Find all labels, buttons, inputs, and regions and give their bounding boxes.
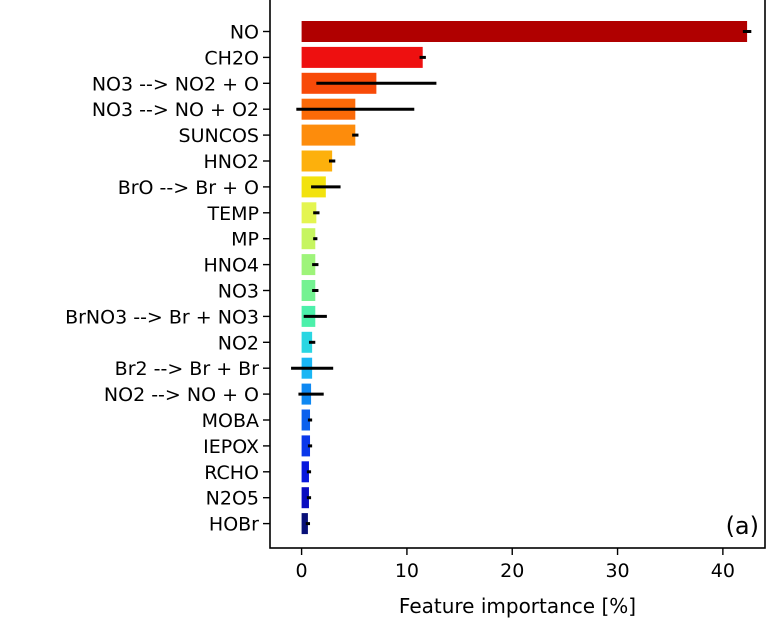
bar-n2o5 <box>301 487 309 509</box>
bar-no2 <box>301 331 313 353</box>
y-tick-label: IEPOX <box>203 436 259 458</box>
x-tick-label: 10 <box>395 560 419 582</box>
y-tick-labels: NO CH2O NO3 --> NO2 + O NO3 --> NO + O2 SUNC… <box>65 22 270 536</box>
x-tick-label: 30 <box>605 560 629 582</box>
x-axis-title: Feature importance [%] <box>399 594 636 618</box>
y-tick-label: NO <box>230 22 259 44</box>
y-tick-label: RCHO <box>204 462 259 484</box>
bar-moba <box>301 409 311 431</box>
y-tick-label: SUNCOS <box>179 125 259 147</box>
y-tick-label: HNO4 <box>203 255 259 277</box>
y-tick-label: NO3 --> NO2 + O <box>92 73 259 95</box>
bar-hno4 <box>301 254 316 276</box>
y-tick-label: HNO2 <box>203 151 259 173</box>
y-tick-label: NO2 <box>218 332 259 354</box>
bar-no3 <box>301 280 316 301</box>
panel-label: (a) <box>726 512 759 540</box>
bar-ch2o <box>301 46 423 68</box>
y-tick-label: NO3 --> NO + O2 <box>92 99 259 121</box>
bar-suncos <box>301 124 356 146</box>
y-tick-label: MP <box>231 229 259 251</box>
error-bars-layer <box>291 30 752 526</box>
y-tick-label: N2O5 <box>206 488 259 510</box>
bar-hno2 <box>301 150 333 172</box>
bar-hobr <box>301 513 308 535</box>
y-tick-label: CH2O <box>204 47 259 69</box>
x-axis-ticks: 0 10 20 30 40 <box>296 548 735 582</box>
y-tick-label: MOBA <box>202 410 259 432</box>
bar-rcho <box>301 461 309 483</box>
plot-frame <box>269 0 766 549</box>
bar-temp <box>301 202 317 224</box>
y-tick-label: BrO --> Br + O <box>118 177 259 199</box>
y-tick-label: HOBr <box>209 514 259 536</box>
x-tick-label: 20 <box>500 560 524 582</box>
bar-iepox <box>301 435 311 457</box>
bars-layer <box>301 21 748 535</box>
y-tick-label: NO2 --> NO + O <box>104 384 259 406</box>
bar-mp <box>301 228 316 250</box>
x-tick-label: 40 <box>711 560 735 582</box>
y-tick-label: NO3 <box>218 281 259 303</box>
y-tick-label: Br2 --> Br + Br <box>115 358 260 380</box>
x-tick-label: 0 <box>296 560 308 582</box>
y-tick-label: BrNO3 --> Br + NO3 <box>65 306 259 328</box>
bar-no <box>301 21 748 42</box>
y-tick-label: TEMP <box>207 203 259 225</box>
